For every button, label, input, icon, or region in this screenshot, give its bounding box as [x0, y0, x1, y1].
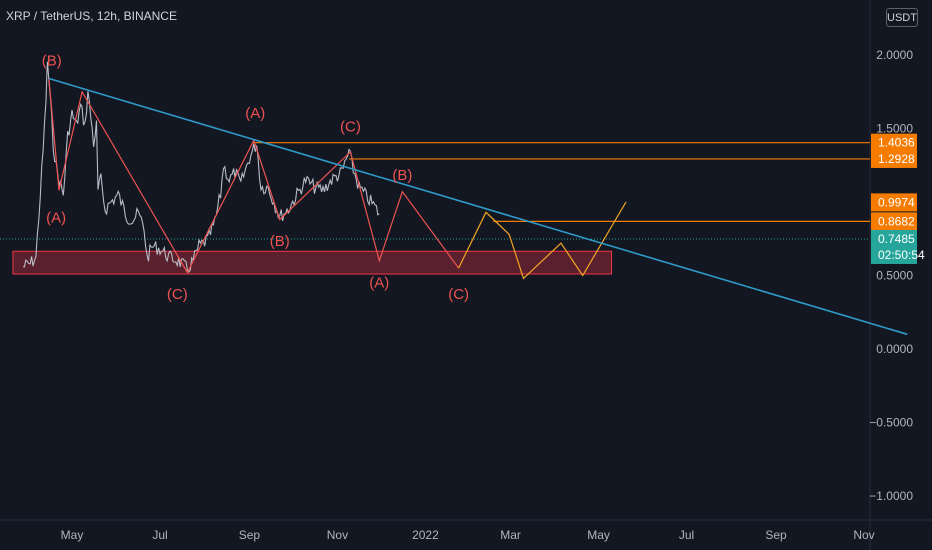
y-tick-label: 1.5000	[876, 122, 913, 136]
y-tick-label: 0.0000	[876, 342, 913, 356]
wave-label: (B)	[270, 233, 290, 250]
y-tick-label: −1.0000	[869, 489, 913, 503]
wave-label: (C)	[167, 286, 188, 303]
time-axis: May Jul Sep Nov 2022 Mar May Jul Sep Nov	[61, 528, 875, 542]
x-tick-label: 2022	[412, 528, 439, 542]
price-line	[22, 61, 380, 273]
level-tag-label: 1.4036	[878, 136, 915, 150]
x-tick-label: Nov	[327, 528, 348, 542]
trendline	[48, 77, 908, 336]
wave-labels: (B) (A) (C) (A) (B) (C) (A) (B) (C)	[42, 52, 469, 303]
x-tick-label: Nov	[853, 528, 874, 542]
projection-path	[458, 201, 627, 280]
wave-label: (B)	[392, 167, 412, 184]
y-tick-label: −0.5000	[869, 416, 913, 430]
last-price-tag	[871, 229, 917, 264]
trendline-line	[48, 77, 908, 336]
x-tick-label: Sep	[239, 528, 261, 542]
x-tick-label: May	[587, 528, 610, 542]
price-axis: 2.0000 1.5000 0.5000 0.0000 −0.5000 −1.0000	[869, 48, 913, 503]
price-series	[22, 61, 380, 273]
currency-badge[interactable]: USDT	[886, 8, 918, 27]
wave-path	[48, 78, 460, 274]
y-tick-label: 0.5000	[876, 269, 913, 283]
support-zone	[12, 250, 613, 275]
countdown-label: 02:50:54	[878, 248, 925, 262]
x-tick-label: Jul	[679, 528, 694, 542]
level-tag-label: 0.9974	[878, 195, 915, 209]
wave-label: (C)	[340, 118, 361, 135]
level-tag-label: 1.2928	[878, 152, 915, 166]
wave-label: (A)	[46, 210, 66, 227]
wave-label: (A)	[245, 105, 265, 122]
wave-lines	[48, 78, 627, 280]
level-tag	[871, 149, 917, 168]
last-price-label: 0.7485	[878, 232, 915, 246]
level-tag	[871, 193, 917, 212]
symbol-title: XRP / TetherUS, 12h, BINANCE	[6, 9, 177, 23]
level-tag-label: 0.8682	[878, 214, 915, 228]
level-tag	[871, 133, 917, 152]
wave-label: (B)	[42, 52, 62, 69]
x-tick-label: Mar	[500, 528, 521, 542]
support-zone-box	[12, 250, 613, 275]
x-tick-label: May	[61, 528, 84, 542]
price-tags: 1.4036 1.2928 0.9974 0.8682 0.7485 02:50:54	[871, 133, 925, 264]
y-tick-label: 2.0000	[876, 48, 913, 62]
level-tag	[871, 212, 917, 231]
x-tick-label: Sep	[765, 528, 787, 542]
wave-label: (A)	[369, 274, 389, 291]
x-tick-label: Jul	[152, 528, 167, 542]
wave-label: (C)	[448, 286, 469, 303]
